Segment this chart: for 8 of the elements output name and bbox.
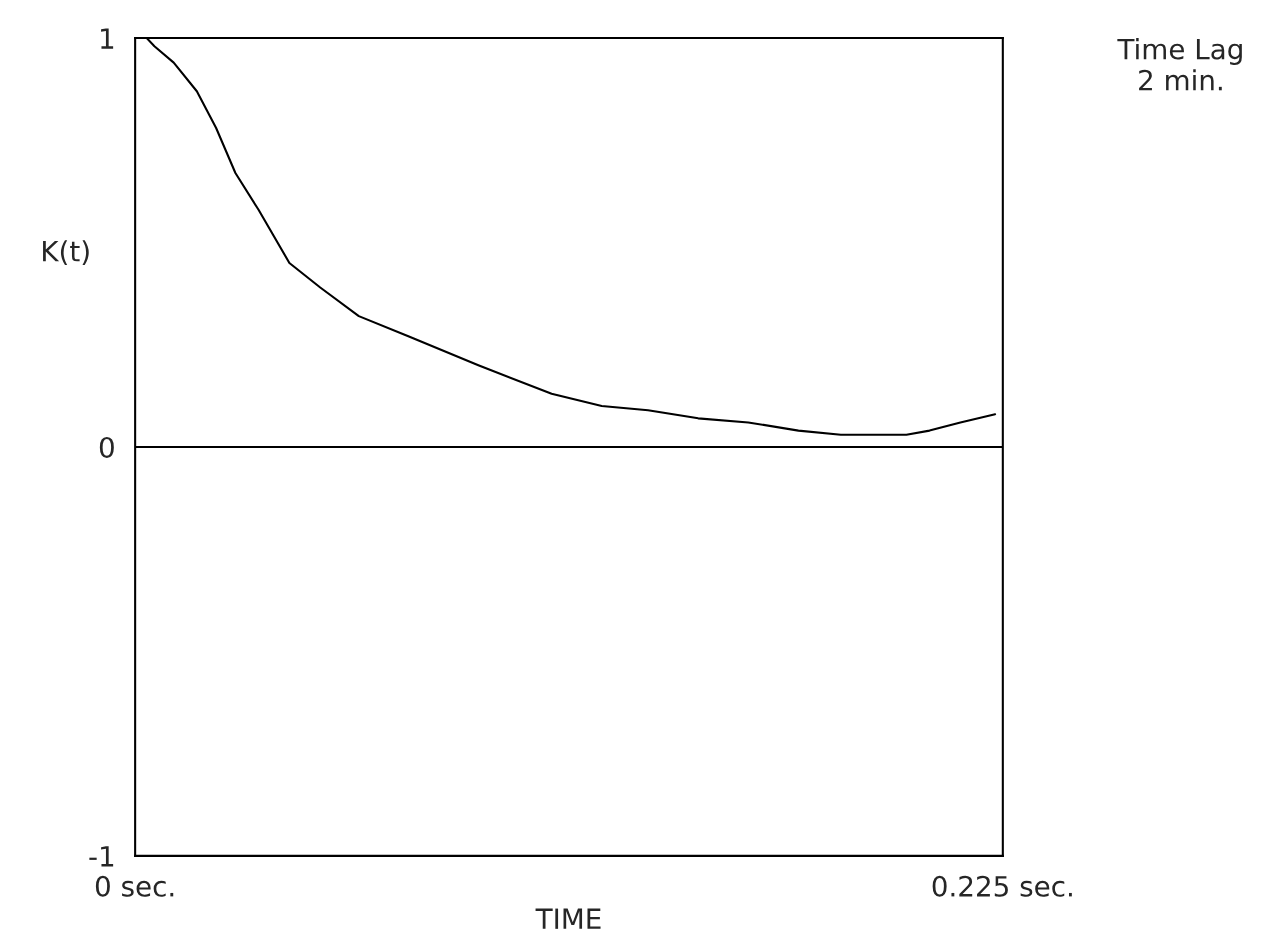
y-tick-label: 1	[101, 28, 114, 49]
x-tick-label: 0.225 sec.	[932, 875, 1072, 897]
text: Time Lag 2 min.	[1117, 38, 1242, 91]
x-axis-title: TIME	[535, 908, 601, 929]
y-tick-label: -1	[89, 846, 114, 867]
x-tick-label: 0 sec.	[95, 875, 174, 897]
y-tick-label: 0	[99, 436, 114, 458]
y-axis-title: K(t)	[43, 240, 89, 265]
